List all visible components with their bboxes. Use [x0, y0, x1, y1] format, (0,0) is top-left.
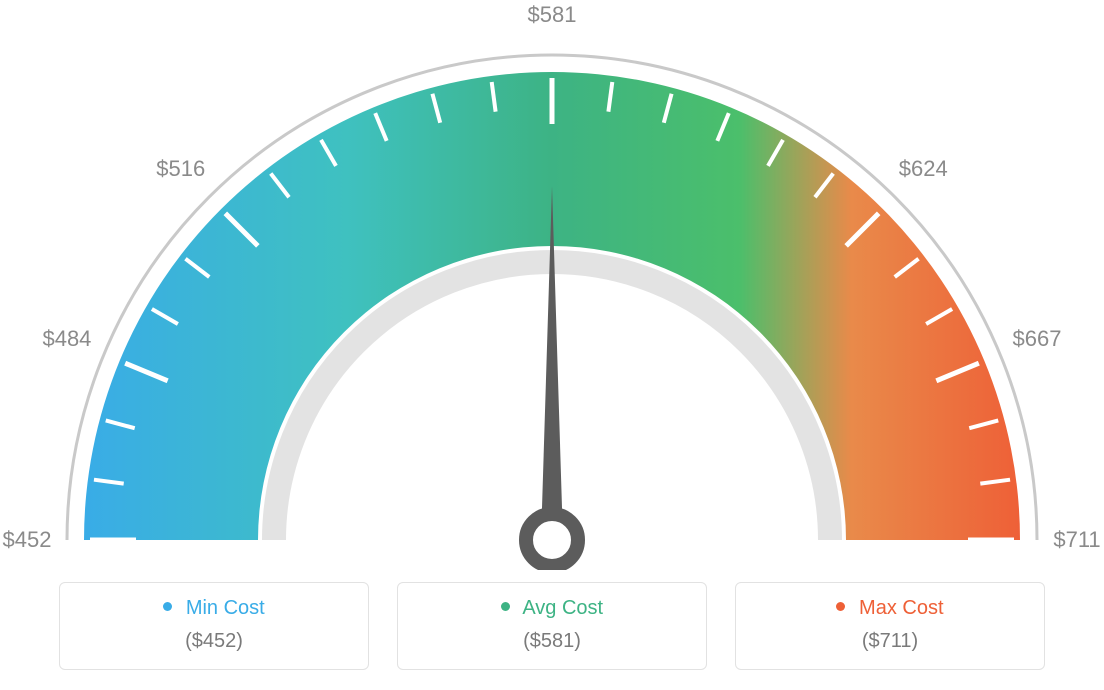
- dot-avg-icon: [501, 602, 510, 611]
- tick-label: $581: [528, 2, 577, 28]
- legend-card-max: Max Cost ($711): [735, 582, 1045, 670]
- dot-max-icon: [836, 602, 845, 611]
- tick-label: $484: [42, 326, 91, 352]
- legend-title-min: Min Cost: [70, 597, 358, 620]
- tick-label: $452: [3, 527, 52, 553]
- legend-card-min: Min Cost ($452): [59, 582, 369, 670]
- legend-label-min: Min Cost: [186, 597, 265, 619]
- legend-title-avg: Avg Cost: [408, 597, 696, 620]
- gauge-svg: [0, 0, 1104, 570]
- legend-title-max: Max Cost: [746, 597, 1034, 620]
- tick-label: $667: [1013, 326, 1062, 352]
- chart-container: $452 $484 $516 $581 $624 $667 $711 Min Cost ($…: [0, 0, 1104, 690]
- legend-value-min: ($452): [70, 630, 358, 653]
- gauge: $452 $484 $516 $581 $624 $667 $711: [0, 0, 1104, 570]
- gauge-hub: [526, 514, 578, 566]
- legend-card-avg: Avg Cost ($581): [397, 582, 707, 670]
- tick-label: $711: [1053, 527, 1100, 553]
- tick-label: $624: [899, 156, 948, 182]
- tick-label: $516: [156, 156, 205, 182]
- legend-value-avg: ($581): [408, 630, 696, 653]
- legend-value-max: ($711): [746, 630, 1034, 653]
- legend-label-avg: Avg Cost: [522, 597, 603, 619]
- legend-label-max: Max Cost: [859, 597, 943, 619]
- dot-min-icon: [163, 602, 172, 611]
- legend-row: Min Cost ($452) Avg Cost ($581) Max Cost…: [0, 582, 1104, 670]
